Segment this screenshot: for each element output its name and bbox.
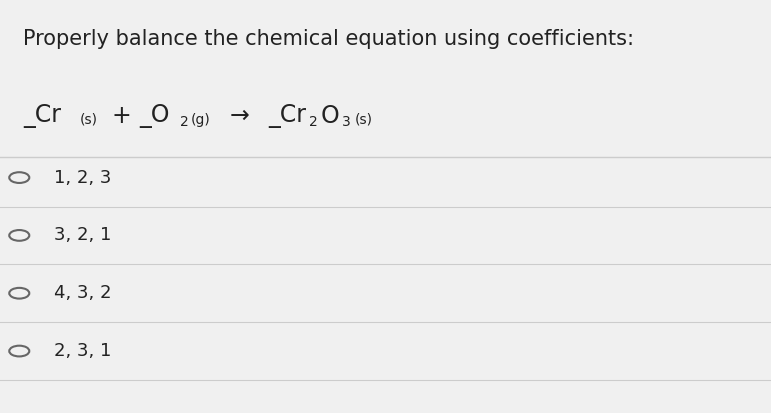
Text: 2, 3, 1: 2, 3, 1 [54,342,111,360]
Text: Properly balance the chemical equation using coefficients:: Properly balance the chemical equation u… [23,29,634,49]
Text: (s): (s) [79,113,97,127]
Text: 4, 3, 2: 4, 3, 2 [54,284,112,302]
Text: 1, 2, 3: 1, 2, 3 [54,169,111,187]
Text: _O: _O [139,104,170,128]
Text: _Cr: _Cr [268,104,306,128]
Text: 3, 2, 1: 3, 2, 1 [54,226,111,244]
Text: _Cr: _Cr [23,104,61,128]
Text: (s): (s) [355,113,372,127]
Text: O: O [321,104,339,128]
Text: 3: 3 [342,115,351,129]
Text: 2: 2 [180,115,188,129]
Text: →: → [230,104,250,128]
Text: (g): (g) [191,113,211,127]
Text: 2: 2 [309,115,318,129]
Text: +: + [112,104,132,128]
